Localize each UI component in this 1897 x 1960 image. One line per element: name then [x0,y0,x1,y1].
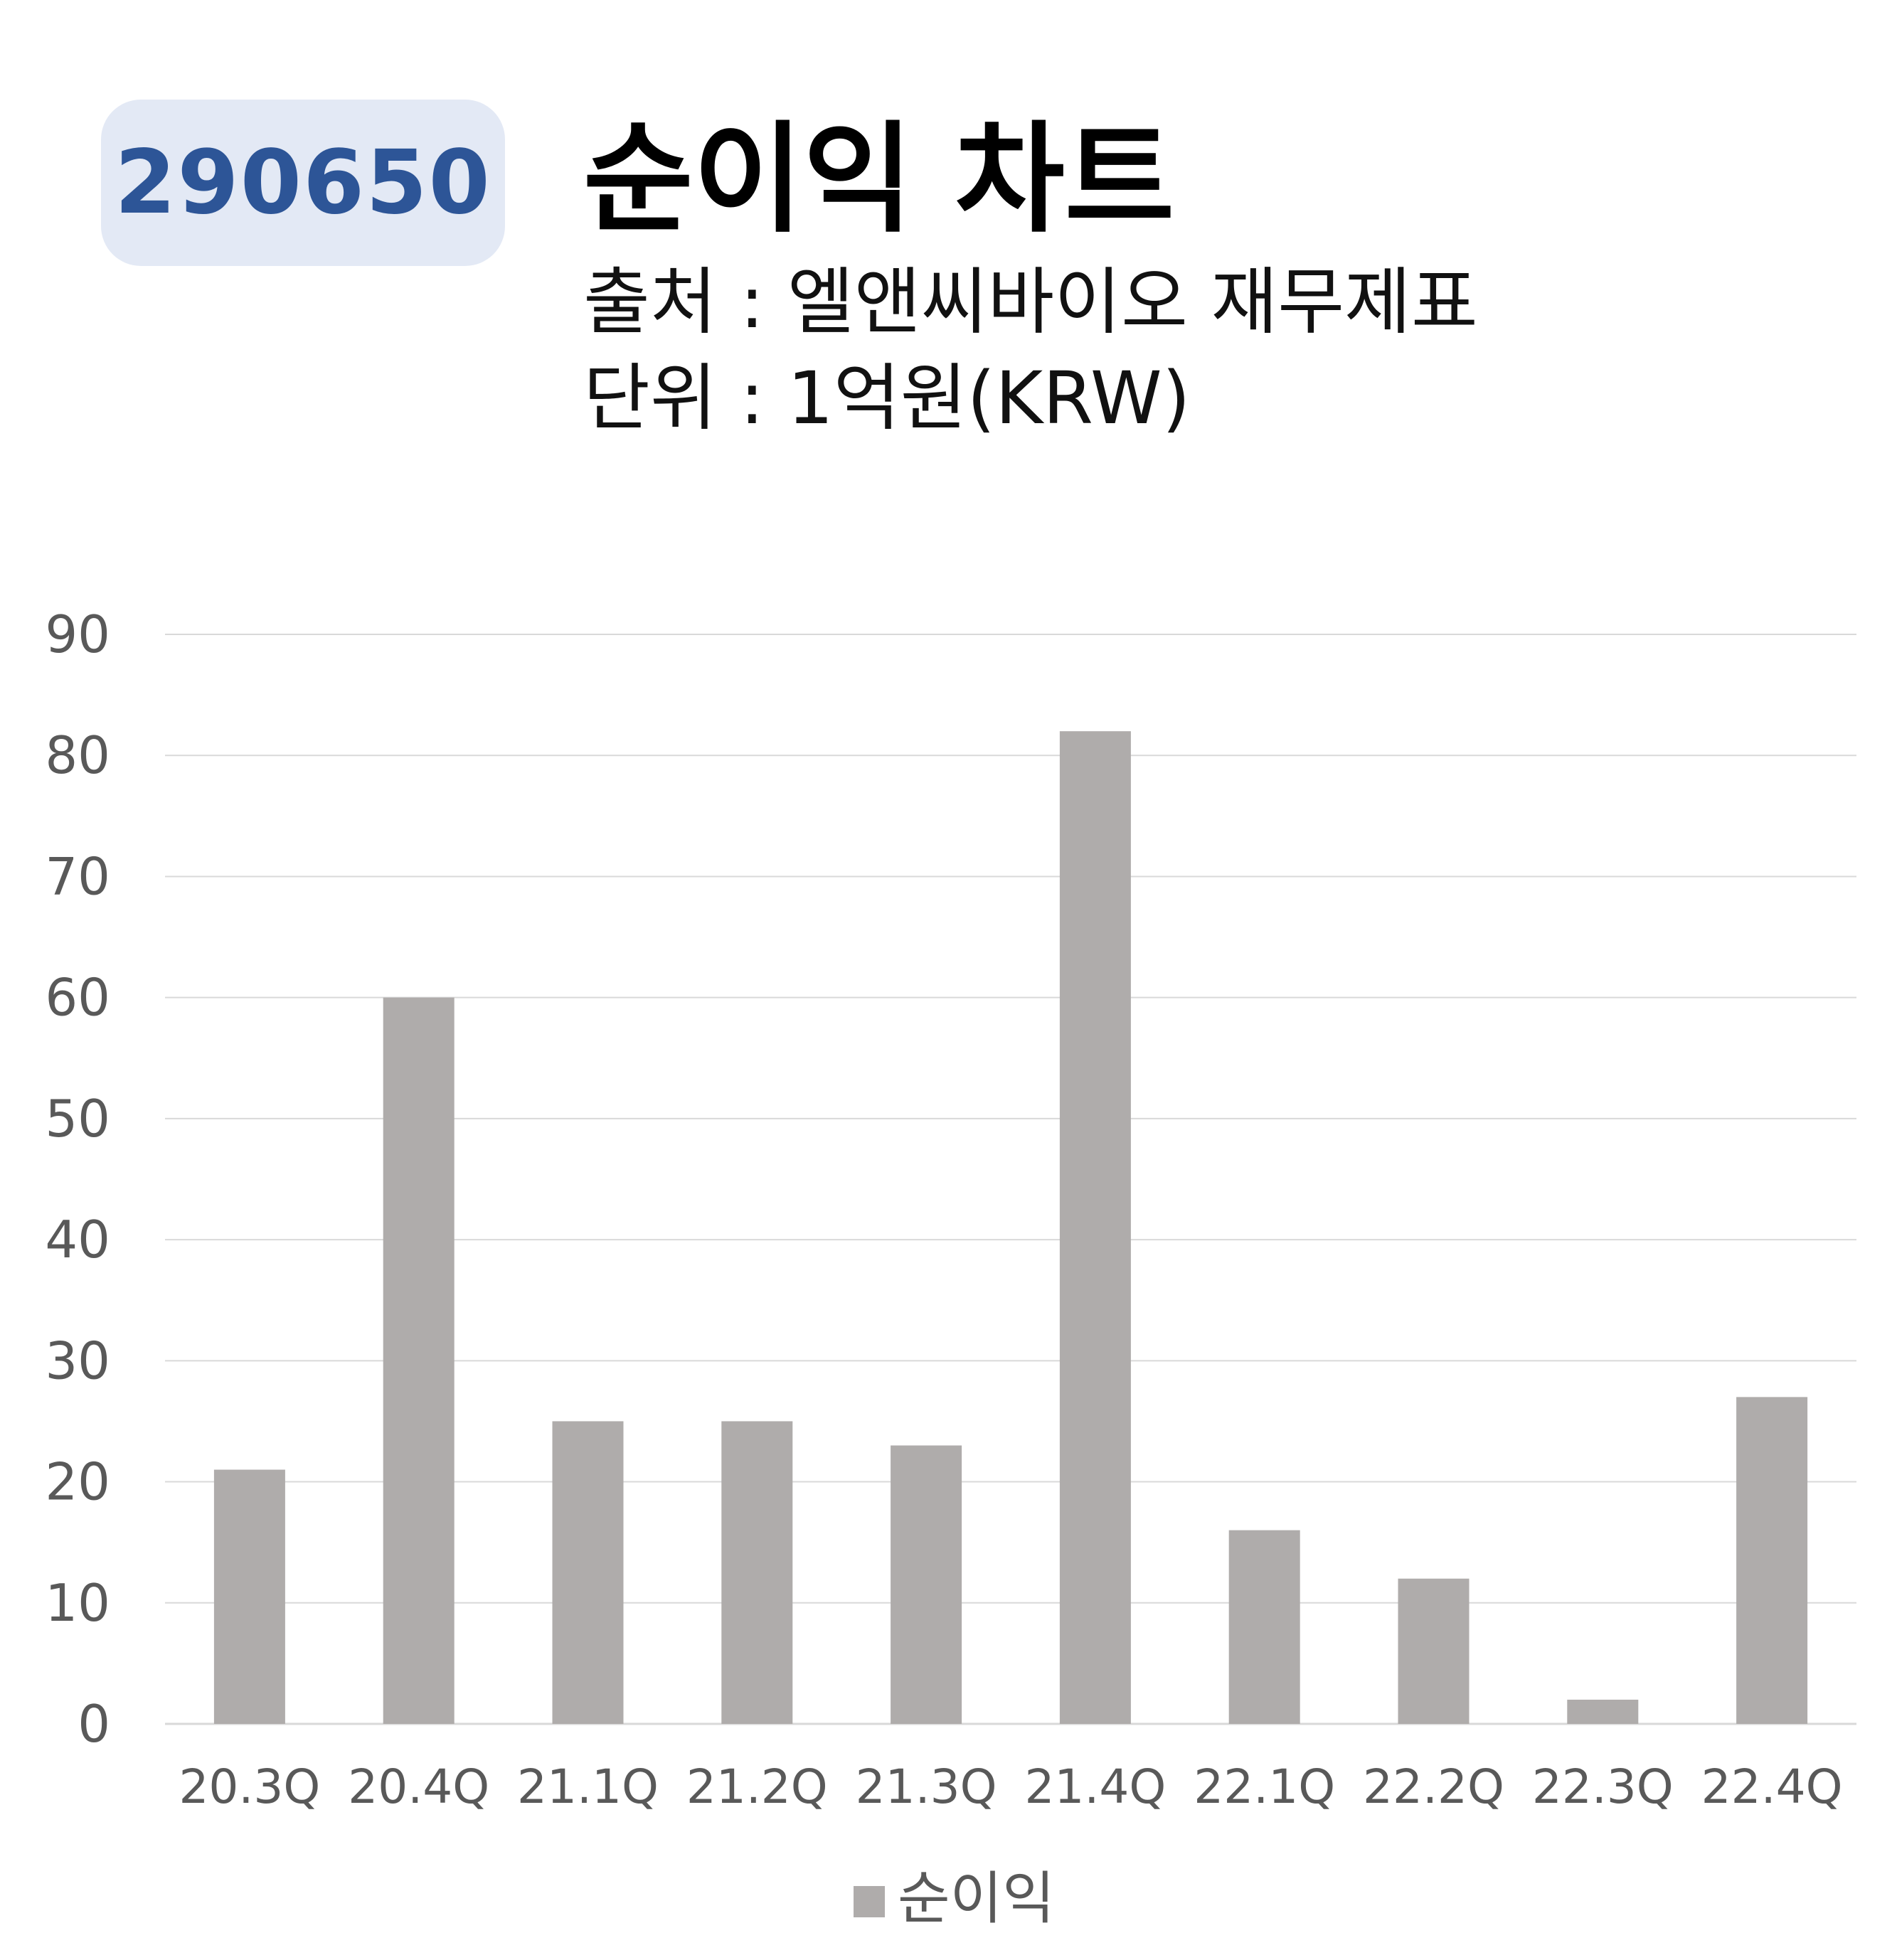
y-tick-label: 90 [45,604,110,664]
legend-swatch [854,1886,885,1917]
y-tick-label: 0 [78,1694,110,1754]
y-tick-label: 10 [45,1573,110,1633]
bar [721,1421,793,1724]
chart-title: 순이익 차트 [583,110,1175,249]
x-tick-label: 22.2Q [1363,1759,1504,1814]
legend: 순이익 [854,1865,1055,1932]
x-axis: 20.3Q 20.4Q 21.1Q 21.2Q 21.3Q 21.4Q 22.1Q 22.2Q… [179,1759,1842,1814]
y-tick-label: 40 [45,1210,110,1269]
y-tick-label: 70 [45,846,110,906]
bar [1398,1578,1470,1724]
y-tick-label: 20 [45,1452,110,1512]
y-tick-label: 80 [45,725,110,785]
legend-label: 순이익 [898,1865,1055,1932]
x-tick-label: 21.2Q [686,1759,828,1814]
bars [213,731,1808,1724]
bar [1228,1530,1300,1724]
x-tick-label: 21.4Q [1024,1759,1166,1814]
bar [1736,1397,1808,1724]
bar [383,997,455,1724]
stock-code-badge: 290650 [101,100,505,266]
bar [1059,731,1131,1724]
y-tick-label: 30 [45,1331,110,1390]
y-tick-label: 60 [45,968,110,1028]
stock-code: 290650 [115,132,491,234]
x-tick-label: 22.1Q [1194,1759,1335,1814]
x-tick-label: 21.1Q [517,1759,659,1814]
bar [891,1445,962,1724]
source-label: 출처 : 엘앤씨바이오 재무제표 [583,260,1478,345]
bar [552,1421,624,1724]
bar [1567,1699,1639,1724]
x-tick-label: 22.4Q [1701,1759,1843,1814]
y-tick-label: 50 [45,1089,110,1149]
x-tick-label: 21.3Q [856,1759,997,1814]
bar [213,1469,285,1724]
x-tick-label: 20.3Q [179,1759,320,1814]
y-axis: 0 10 20 30 40 50 60 70 80 90 [45,604,110,1754]
x-tick-label: 20.4Q [348,1759,489,1814]
unit-label: 단위 : 1억원(KRW) [583,356,1191,441]
x-tick-label: 22.3Q [1532,1759,1674,1814]
